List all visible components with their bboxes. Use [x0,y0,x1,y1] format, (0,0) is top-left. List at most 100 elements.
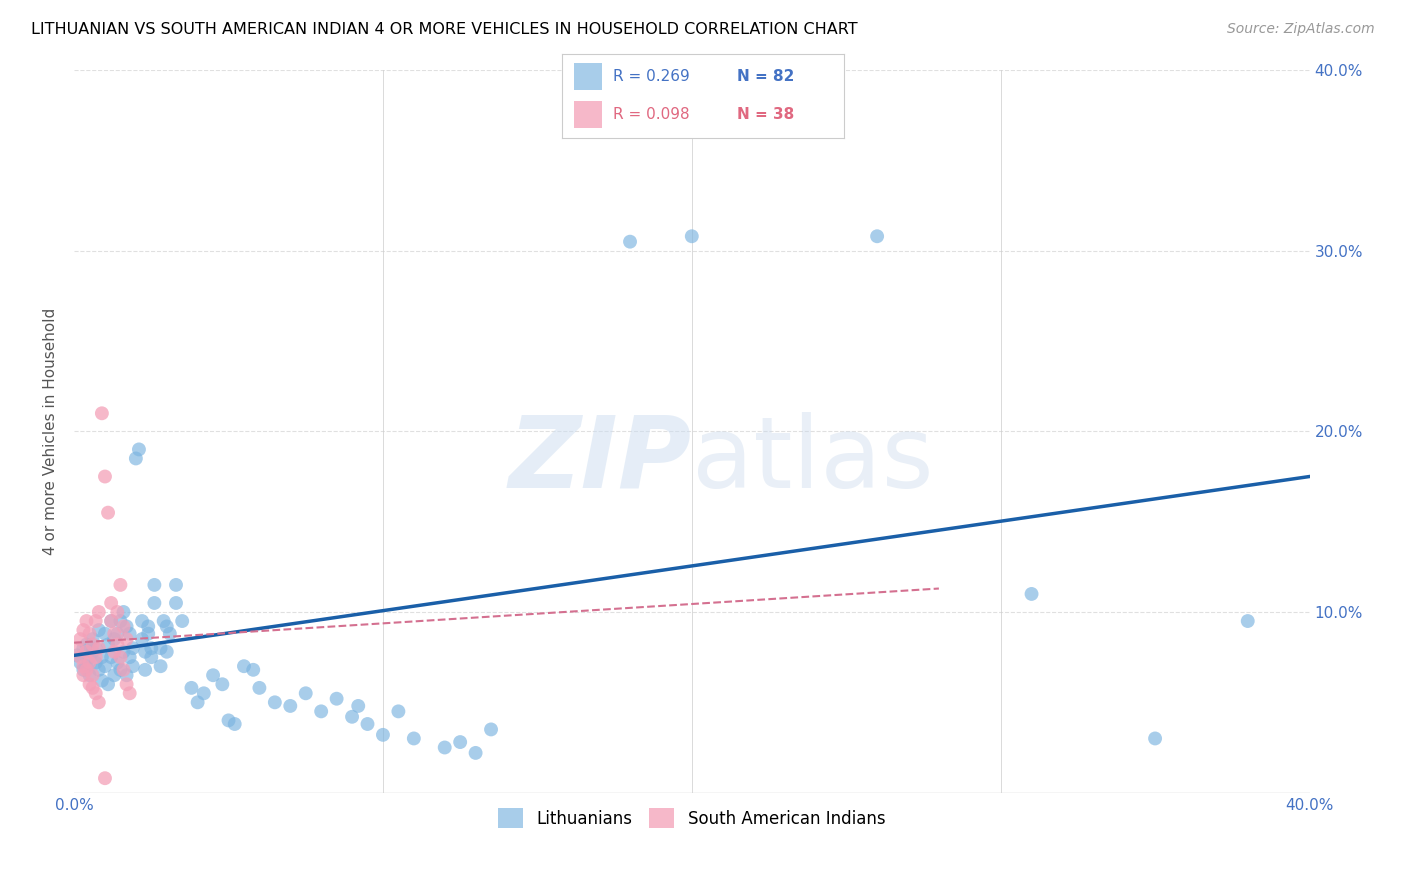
Text: Source: ZipAtlas.com: Source: ZipAtlas.com [1227,22,1375,37]
Point [180,681,202,695]
Point [94,771,117,785]
Point [97,506,120,520]
Point [356,717,378,731]
Point [387,704,409,718]
Point [136,626,159,640]
Point [211,677,233,691]
Point [100,596,122,610]
Point [866,229,889,244]
Point [112,619,135,633]
Point [84,656,107,670]
Point [218,714,240,728]
Point [90,406,112,420]
Point [115,677,138,691]
Point [309,704,332,718]
Point [69,632,91,646]
Point [66,648,89,663]
Point [247,681,270,695]
Point [84,650,107,665]
Point [84,641,107,656]
Point [1236,614,1258,628]
Point [1021,587,1043,601]
Point [79,677,101,691]
Point [79,656,101,670]
Point [464,746,486,760]
Point [87,695,110,709]
Point [100,614,122,628]
Point [87,623,110,637]
Point [105,605,128,619]
Point [87,641,110,656]
Point [110,578,132,592]
Point [242,663,264,677]
Point [112,605,135,619]
Point [94,626,117,640]
Point [112,663,135,677]
Point [134,663,156,677]
Point [1144,731,1167,746]
Point [134,645,156,659]
Point [402,731,425,746]
Point [110,663,132,677]
Point [131,632,153,646]
Point [72,641,94,656]
Point [82,638,104,652]
Point [278,698,301,713]
Point [152,614,174,628]
Point [128,442,150,457]
Point [233,659,256,673]
Text: R = 0.098: R = 0.098 [613,107,689,122]
Point [340,710,363,724]
Point [75,663,97,677]
Point [72,663,94,677]
Point [193,686,215,700]
Point [449,735,471,749]
Point [187,695,209,709]
Point [79,626,101,640]
Point [115,632,138,646]
Point [165,596,187,610]
Point [112,645,135,659]
Point [105,626,128,640]
Point [681,229,703,244]
Point [94,469,117,483]
Point [75,645,97,659]
Point [72,623,94,637]
Point [172,614,194,628]
Point [103,632,125,646]
Point [136,619,159,633]
Bar [574,101,602,128]
Point [87,663,110,677]
Point [105,638,128,652]
Point [72,668,94,682]
Point [87,605,110,619]
Y-axis label: 4 or more Vehicles in Household: 4 or more Vehicles in Household [44,308,58,555]
Point [82,645,104,659]
Point [97,638,120,652]
Point [141,641,163,656]
Point [149,659,172,673]
Point [479,723,502,737]
Text: ZIP: ZIP [509,412,692,508]
Point [103,626,125,640]
Text: LITHUANIAN VS SOUTH AMERICAN INDIAN 4 OR MORE VEHICLES IN HOUSEHOLD CORRELATION : LITHUANIAN VS SOUTH AMERICAN INDIAN 4 OR… [31,22,858,37]
Point [159,626,181,640]
Point [82,668,104,682]
Point [115,619,138,633]
Point [103,645,125,659]
Bar [574,62,602,90]
Point [347,698,370,713]
Point [75,638,97,652]
Point [69,656,91,670]
Point [619,235,641,249]
Point [118,626,141,640]
Point [118,650,141,665]
Text: R = 0.269: R = 0.269 [613,69,690,84]
Point [263,695,285,709]
Point [84,686,107,700]
Point [121,659,143,673]
Point [103,668,125,682]
Point [79,668,101,682]
Point [72,659,94,673]
Text: N = 82: N = 82 [737,69,794,84]
